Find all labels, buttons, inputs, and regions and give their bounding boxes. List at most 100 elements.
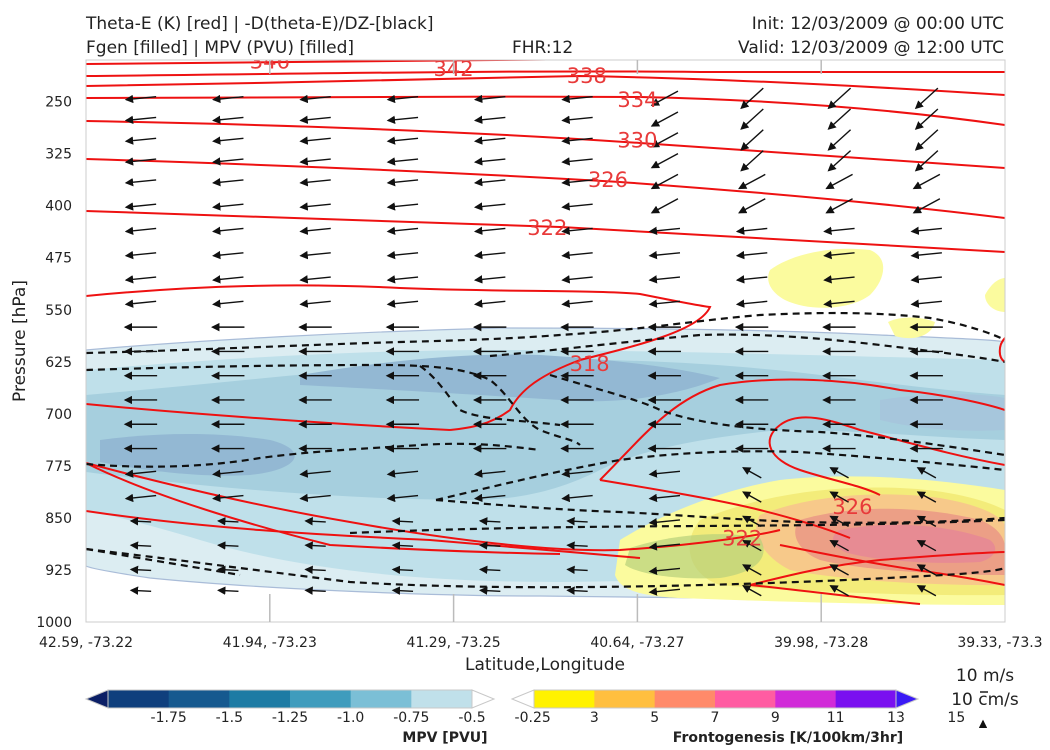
theta-e-label: 330 [617,128,657,152]
y-axis-ticks: 250 325 400 475 550 625 700 775 850 925 1000 [36,95,72,631]
title-line-2: Fgen [filled] | MPV (PVU) [filled] [86,38,355,58]
wind-arrow [478,541,501,550]
wind-arrow [914,108,939,130]
wind-arrow [740,108,764,130]
colorbar-tick-label: 9 [771,710,780,726]
wind-arrow [124,275,157,284]
y-tick-label: 700 [45,407,72,423]
colorbar-tick-label: 11 [827,710,845,726]
theta-e-label: 338 [567,64,607,88]
wind-arrow [299,178,331,187]
wind-arrow [561,226,593,235]
wind-arrow [299,250,331,260]
theta-e-318-lower [86,403,451,431]
wind-arrow [473,136,506,145]
wind-arrow [217,586,239,595]
wind-arrow [124,250,157,260]
y-tick-label: 625 [45,355,72,371]
wind-arrow [212,202,244,211]
mpv-colorbar-title: MPV [PVU] [402,730,487,746]
wind-arrow [566,565,588,575]
wind-arrow [124,299,157,308]
theta-e-322 [86,210,1005,253]
colorbar-segment [594,690,656,708]
wind-arrow [827,108,852,130]
wind-arrow [561,115,593,124]
wind-arrow [124,136,157,145]
wind-arrow [648,518,681,527]
init-time: Init: 12/03/2009 @ 00:00 UTC [751,14,1004,34]
wind-arrow [473,469,506,478]
wind-arrow [914,129,939,151]
wind-arrow [299,469,331,478]
wind-arrow [129,541,152,550]
theta-e-label: 326 [832,495,872,519]
colorbar-segment [534,690,595,708]
theta-e-330 [86,120,1005,169]
wind-arrow [910,250,942,260]
y-axis-label: Pressure [hPa] [10,280,30,402]
wind-arrow [212,157,244,166]
wind-arrow [914,150,939,172]
colorbar-outline [533,689,897,709]
y-tick-label: 925 [45,563,72,579]
wind-arrow [212,115,244,124]
x-tick-label: 39.33, -73.3 [957,635,1042,651]
wind-arrow [304,565,326,575]
wind-arrow [391,541,414,550]
y-tick-label: 475 [45,251,72,267]
wind-arrow [825,173,853,190]
theta-e-label: 322 [722,527,762,551]
wind-arrow [648,250,681,260]
colorbar-end-right [895,689,920,709]
wind-arrow [910,275,942,284]
wind-arrow [304,541,326,550]
wind-arrow [473,226,506,235]
wind-arrow [124,94,157,104]
x-tick-label: 41.29, -73.25 [407,635,501,651]
title-line-1: Theta-E (K) [red] | -D(theta-E)/DZ-[blac… [86,14,434,34]
theta-e-low-1 [86,510,641,559]
wind-arrow [124,226,157,235]
theta-e-label: 318 [570,352,610,376]
wind-arrow [561,136,593,145]
colorbar-end-left [84,689,109,709]
wind-arrow [648,469,681,478]
wind-arrow [735,299,768,308]
wind-arrow [827,129,852,151]
theta-e-label: 326 [588,168,628,192]
wind-arrow [912,173,941,190]
wind-arrow [561,275,593,284]
fgen-fill-upper-1 [768,248,884,308]
y-tick-label: 550 [45,303,72,319]
ddz-6 [86,442,541,468]
colorbar-tick-label: -1.0 [337,710,364,726]
theta-e-low-3 [749,551,1005,586]
fgen-fill-green-overlap [625,534,764,579]
wind-arrow [473,493,506,503]
wind-arrow [124,202,157,211]
wind-arrow [735,275,768,284]
wind-arrow [561,469,593,478]
wind-arrow [212,178,244,187]
wind-arrow [124,493,157,503]
mpv-fill-3 [86,359,1005,500]
wind-arrow [827,150,852,172]
wind-arrow [473,157,506,166]
colorbar-segment [350,690,412,708]
colorbar-segment [411,690,473,708]
wind-arrow [386,275,419,284]
fgen-fill-upper-2 [985,278,1005,312]
x-axis-label: Latitude,Longitude [465,655,625,675]
colorbar-tick-label: -0.25 [515,710,551,726]
theta-e-contours [86,60,1005,605]
wind-arrow [738,198,766,214]
plot-frame [85,59,1006,623]
wind-arrow [386,226,419,235]
wind-arrow [391,565,414,575]
colorbar-outline [107,689,473,709]
wind-arrow [391,586,414,595]
wind-arrow [212,250,244,260]
wind-arrow [914,87,939,110]
wind-arrow [129,586,152,595]
